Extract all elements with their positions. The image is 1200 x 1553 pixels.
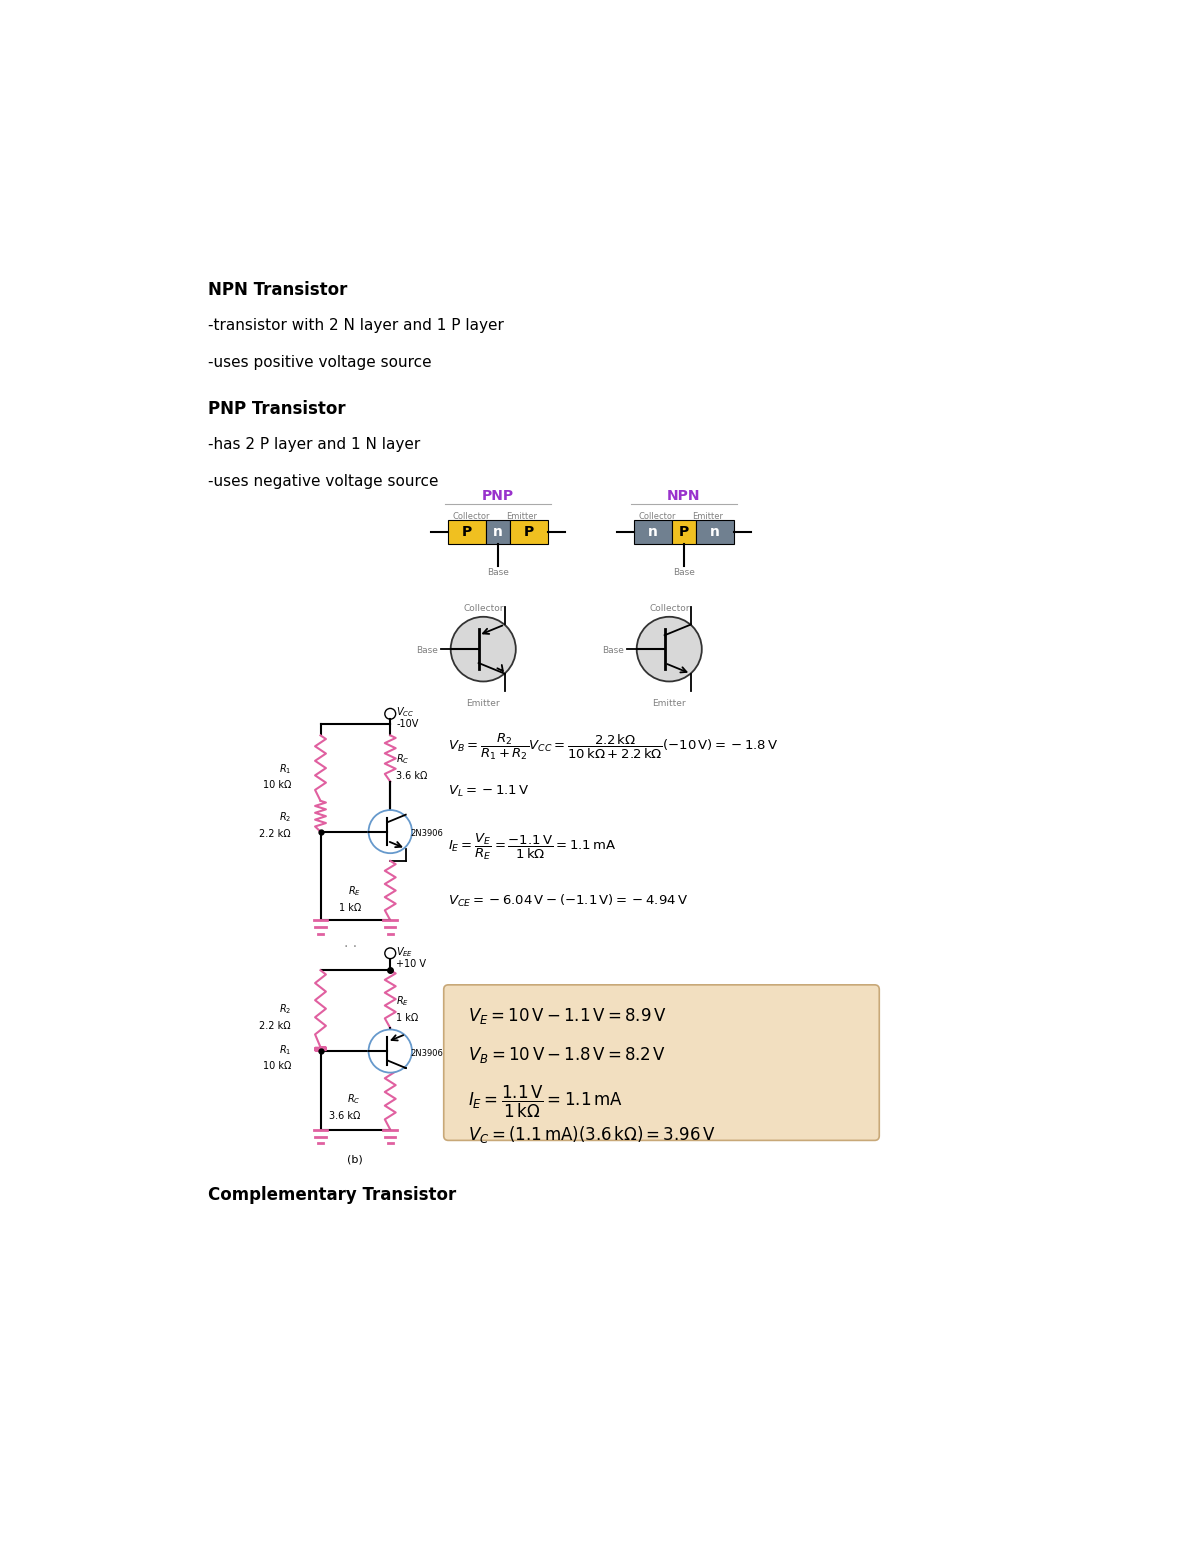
- Text: Complementary Transistor: Complementary Transistor: [208, 1186, 456, 1204]
- Text: $I_E = \dfrac{1.1\,\mathrm{V}}{1\,\mathrm{k}\Omega} = 1.1\,\mathrm{mA}$: $I_E = \dfrac{1.1\,\mathrm{V}}{1\,\mathr…: [468, 1084, 623, 1120]
- Bar: [696, 520, 733, 545]
- Text: NPN Transistor: NPN Transistor: [208, 281, 348, 300]
- Text: n: n: [493, 525, 503, 539]
- Text: Emitter: Emitter: [467, 699, 500, 708]
- Text: . .: . .: [343, 936, 356, 950]
- Text: Base: Base: [416, 646, 438, 655]
- Text: -uses negative voltage source: -uses negative voltage source: [208, 474, 439, 489]
- Text: PNP: PNP: [482, 489, 514, 503]
- FancyBboxPatch shape: [444, 985, 880, 1140]
- Text: $V_C = (1.1\,\mathrm{mA})(3.6\,\mathrm{k}\Omega) = 3.96\,\mathrm{V}$: $V_C = (1.1\,\mathrm{mA})(3.6\,\mathrm{k…: [468, 1124, 715, 1145]
- Text: $R_1$: $R_1$: [278, 763, 292, 776]
- Text: $R_2$: $R_2$: [278, 811, 292, 823]
- Text: $R_C$: $R_C$: [396, 752, 410, 766]
- Text: $V_{EE}$: $V_{EE}$: [396, 946, 414, 960]
- Text: NPN: NPN: [667, 489, 701, 503]
- Text: Emitter: Emitter: [653, 699, 686, 708]
- Bar: [486, 520, 510, 545]
- Text: -transistor with 2 N layer and 1 P layer: -transistor with 2 N layer and 1 P layer: [208, 318, 504, 332]
- Text: 2N3906: 2N3906: [410, 829, 443, 839]
- Circle shape: [368, 811, 412, 853]
- Text: -uses positive voltage source: -uses positive voltage source: [208, 356, 432, 370]
- Text: $V_{CC}$: $V_{CC}$: [396, 705, 414, 719]
- Text: $V_L = -1.1\,\mathrm{V}$: $V_L = -1.1\,\mathrm{V}$: [449, 784, 529, 798]
- Text: 1 kΩ: 1 kΩ: [338, 902, 361, 913]
- Text: $V_E = 10\,\mathrm{V} - 1.1\,\mathrm{V} = 8.9\,\mathrm{V}$: $V_E = 10\,\mathrm{V} - 1.1\,\mathrm{V} …: [468, 1006, 666, 1027]
- Text: Collector: Collector: [649, 604, 690, 613]
- Text: Collector: Collector: [452, 512, 490, 522]
- Text: 2.2 kΩ: 2.2 kΩ: [259, 829, 292, 839]
- Bar: [635, 520, 672, 545]
- Text: n: n: [710, 525, 720, 539]
- Circle shape: [368, 1030, 412, 1073]
- Text: $R_E$: $R_E$: [348, 884, 361, 898]
- Bar: [672, 520, 696, 545]
- Text: 2N3906: 2N3906: [410, 1048, 443, 1058]
- Circle shape: [451, 617, 516, 682]
- Text: -10V: -10V: [396, 719, 419, 730]
- Text: Collector: Collector: [638, 512, 676, 522]
- Text: Base: Base: [673, 567, 695, 576]
- Text: $R_2$: $R_2$: [278, 1003, 292, 1016]
- Text: Base: Base: [602, 646, 624, 655]
- Bar: [449, 520, 486, 545]
- Text: PNP Transistor: PNP Transistor: [208, 401, 346, 418]
- Text: n: n: [648, 525, 658, 539]
- Text: Emitter: Emitter: [692, 512, 724, 522]
- Text: 10 kΩ: 10 kΩ: [263, 781, 292, 790]
- Text: +10 V: +10 V: [396, 960, 426, 969]
- Text: 1 kΩ: 1 kΩ: [396, 1013, 419, 1023]
- Text: 3.6 kΩ: 3.6 kΩ: [330, 1110, 361, 1121]
- Text: Collector: Collector: [463, 604, 504, 613]
- Bar: [510, 520, 547, 545]
- Text: P: P: [524, 525, 534, 539]
- Text: 2.2 kΩ: 2.2 kΩ: [259, 1020, 292, 1031]
- Text: $R_1$: $R_1$: [278, 1044, 292, 1056]
- Text: $I_E = \dfrac{V_E}{R_E} = \dfrac{-1.1\,\mathrm{V}}{1\,\mathrm{k}\Omega} = 1.1\,\: $I_E = \dfrac{V_E}{R_E} = \dfrac{-1.1\,\…: [449, 831, 617, 862]
- Text: $R_C$: $R_C$: [347, 1093, 361, 1106]
- Text: Base: Base: [487, 567, 509, 576]
- Text: 3.6 kΩ: 3.6 kΩ: [396, 770, 428, 781]
- Circle shape: [637, 617, 702, 682]
- Text: $V_B = 10\,\mathrm{V} - 1.8\,\mathrm{V} = 8.2\,\mathrm{V}$: $V_B = 10\,\mathrm{V} - 1.8\,\mathrm{V} …: [468, 1045, 666, 1065]
- Text: Emitter: Emitter: [506, 512, 538, 522]
- Text: (b): (b): [348, 1154, 364, 1165]
- Text: $V_B = \dfrac{R_2}{R_1+R_2}V_{CC} = \dfrac{2.2\,\mathrm{k}\Omega}{10\,\mathrm{k}: $V_B = \dfrac{R_2}{R_1+R_2}V_{CC} = \dfr…: [449, 731, 779, 763]
- Text: 10 kΩ: 10 kΩ: [263, 1061, 292, 1072]
- Text: -has 2 P layer and 1 N layer: -has 2 P layer and 1 N layer: [208, 438, 420, 452]
- Text: P: P: [679, 525, 689, 539]
- Text: $V_{CE} = -6.04\,\mathrm{V} - (-1.1\,\mathrm{V}) = -4.94\,\mathrm{V}$: $V_{CE} = -6.04\,\mathrm{V} - (-1.1\,\ma…: [449, 893, 689, 910]
- Text: P: P: [462, 525, 472, 539]
- Text: $R_E$: $R_E$: [396, 994, 409, 1008]
